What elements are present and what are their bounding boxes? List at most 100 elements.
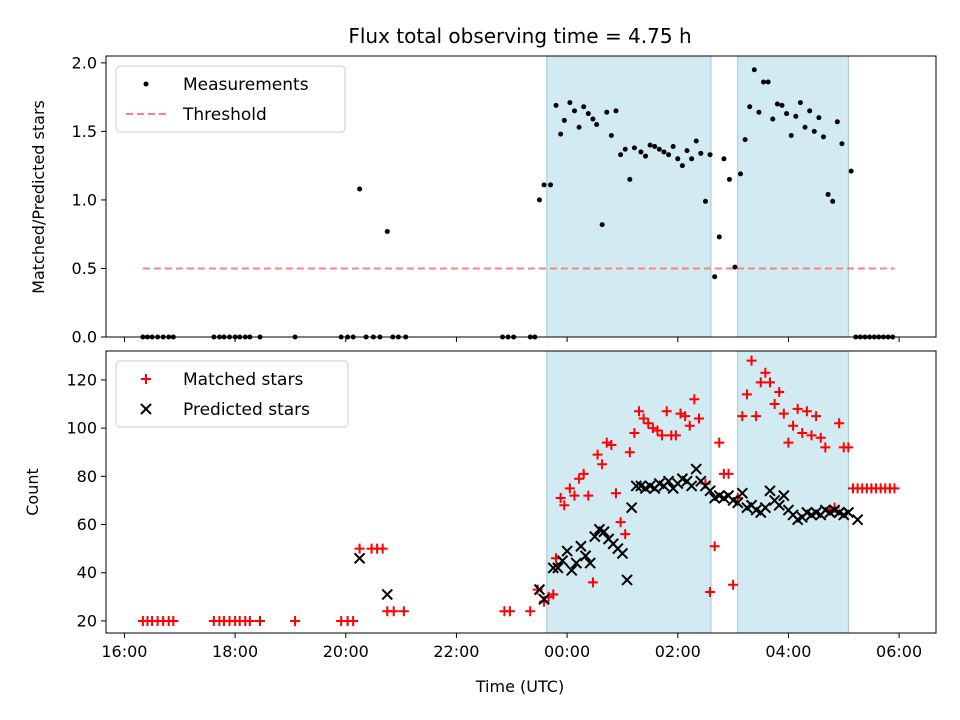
x-tick-label: 06:00 [876,642,922,661]
data-point [608,133,614,139]
matched-star-marker [255,615,266,626]
matched-star-marker [657,430,668,441]
data-point [779,102,785,108]
data-point [590,116,596,122]
matched-star-marker [806,430,817,441]
matched-star-marker [634,406,645,417]
matched-star-marker [583,490,594,501]
data-point [848,168,854,174]
data-point [737,171,743,177]
data-point [567,100,573,106]
predicted-star-marker [662,475,675,487]
data-point [756,109,762,115]
data-point [666,152,672,158]
matched-star-marker [643,418,654,429]
data-point [357,186,363,192]
data-point [830,198,836,204]
axes-frame [105,350,937,634]
data-point [820,134,826,140]
matched-star-marker [606,440,617,450]
y-tick-label: 20 [77,611,97,630]
y-tick-label: 0.0 [72,328,97,347]
predicted-star-marker [685,480,698,492]
matched-star-marker [548,589,559,600]
data-point [751,67,757,73]
data-point [604,109,610,115]
matched-star-marker [615,517,626,528]
matched-star-marker [811,411,822,422]
data-point [689,156,695,162]
data-point [576,124,582,130]
data-point [599,222,605,228]
matched-star-marker [244,615,255,626]
legend-marker [143,81,149,87]
matched-star-marker [760,367,771,378]
observing-window-shade [546,350,712,634]
predicted-star-marker [690,463,702,475]
data-point [670,143,676,149]
legend-label: Predicted stars [183,400,310,420]
ratio-panel: 0.0 0.5 1.0 1.5 2.0 Measurements Threshold [72,53,937,347]
matched-star-marker [354,543,365,554]
x-tick-label: 20:00 [323,642,369,661]
legend-label: Threshold [182,105,267,125]
x-tick-label: 02:00 [655,642,701,661]
predicted-star-marker [625,501,638,514]
data-point [712,274,718,280]
x-tick-label: 04:00 [765,642,811,661]
matched-star-marker [788,420,799,431]
predicted-star-marker [575,540,587,552]
predicted-star-marker [556,554,569,567]
data-point [702,198,708,204]
y-tick-label: 1.5 [72,122,97,141]
matched-star-marker [388,606,399,617]
predicted-star-marker [764,485,776,497]
predicted-star-marker [842,506,855,519]
matched-star-marker [693,413,704,424]
data-point [802,124,808,130]
y-tick-label: 100 [66,419,97,438]
legend-marker [141,374,151,384]
data-point [770,116,776,122]
matched-star-marker [578,468,589,479]
x-axis-label: Time (UTC) [475,677,564,696]
predicted-star-marker [616,547,629,560]
data-point [732,264,738,270]
predicted-star-marker [704,485,716,497]
data-point [684,148,690,154]
data-point [693,138,699,144]
data-point [721,156,727,162]
data-point [627,176,633,182]
data-point [834,119,840,125]
matched-star-marker [801,406,812,417]
legend-marker [140,403,152,415]
data-point [581,104,587,110]
predicted-star-marker [381,588,393,601]
data-point [784,111,790,117]
matched-star-marker [684,420,695,431]
chart-title: Flux total observing time = 4.75 h [348,24,691,48]
data-point [548,182,554,188]
matched-star-marker [569,490,580,501]
matched-star-marker [629,427,640,438]
data-point [613,108,619,114]
predicted-star-marker [773,499,785,511]
matched-star-marker [592,449,603,460]
matched-star-marker [755,377,766,388]
legend-label: Matched stars [183,370,303,390]
y-tick-label: 2.0 [72,53,97,72]
data-point [698,150,704,156]
observing-window-shade [737,350,849,634]
matched-star-marker [714,437,725,448]
predicted-star-marker [533,583,546,596]
y-tick-label: 80 [77,467,97,486]
predicted-star-marker [851,514,864,526]
data-point [622,146,628,152]
matched-star-marker [532,584,543,595]
data-point [742,137,748,143]
matched-star-marker [723,468,734,479]
data-point [585,111,591,117]
x-tick-label: 00:00 [544,642,590,661]
predicted-star-marker [566,564,578,577]
